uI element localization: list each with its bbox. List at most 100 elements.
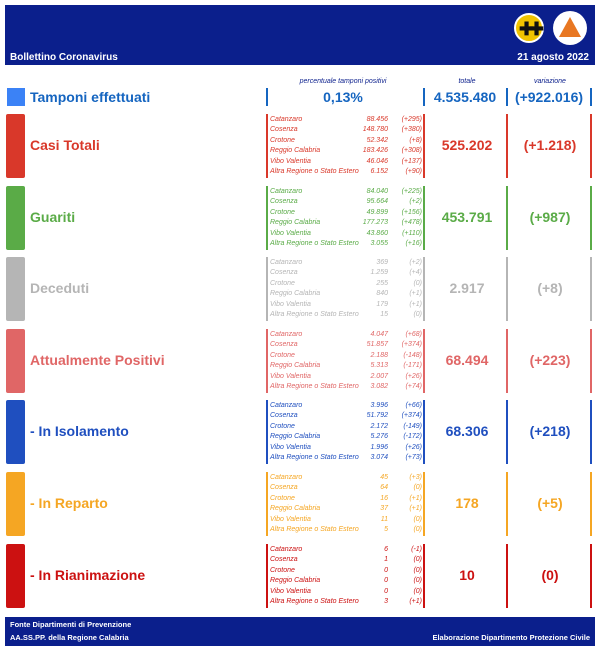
tamponi-label: Tamponi effettuati [30, 89, 151, 105]
province-delta: (0) [413, 556, 422, 564]
footer-credit: Elaborazione Dipartimento Protezione Civ… [432, 633, 590, 642]
section-color-bar [6, 329, 25, 393]
province-value: 3.996 [370, 402, 388, 409]
divider [423, 544, 425, 608]
province-name: Catanzaro [270, 116, 303, 123]
section-color-bar [6, 472, 25, 536]
province-value: 6 [384, 546, 388, 553]
province-row: Cosenza 51.792 (+374) [270, 412, 422, 422]
province-name: Cosenza [270, 556, 298, 564]
divider [423, 329, 425, 393]
province-delta: (+74) [405, 383, 422, 390]
province-value: 84.040 [366, 188, 388, 195]
province-row: Catanzaro 88.456 (+295) [270, 116, 422, 126]
province-name: Altra Regione o Stato Estero [270, 454, 359, 461]
province-row: Vibo Valentia 1.996 (+26) [270, 444, 422, 454]
province-value: 0 [384, 587, 388, 595]
province-value: 3.074 [370, 454, 388, 461]
province-row: Vibo Valentia 2.007 (+26) [270, 373, 422, 383]
province-row: Cosenza 95.664 (+2) [270, 198, 422, 208]
divider [506, 472, 508, 536]
province-name: Crotone [270, 279, 295, 287]
footer-source-line1: Fonte Dipartimenti di Prevenzione [10, 620, 132, 629]
province-row: Altra Regione o Stato Estero 3.082 (+74) [270, 383, 422, 393]
province-delta: (0) [413, 587, 422, 595]
province-delta: (+295) [401, 116, 422, 123]
section-color-bar [6, 114, 25, 178]
province-value: 369 [376, 259, 388, 266]
province-value: 64 [380, 484, 388, 492]
province-delta: (+137) [401, 157, 422, 165]
province-delta: (+4) [409, 269, 422, 277]
province-name: Vibo Valentia [270, 587, 311, 595]
province-row: Altra Regione o Stato Estero 3 (+1) [270, 598, 422, 608]
province-name: Vibo Valentia [270, 300, 311, 308]
section-label: - In Reparto [30, 495, 108, 511]
section-total: 2.917 [449, 280, 485, 296]
province-value: 15 [380, 311, 388, 318]
province-name: Catanzaro [270, 331, 303, 338]
section-label: - In Isolamento [30, 423, 129, 439]
province-value: 49.899 [366, 208, 388, 216]
province-row: Reggio Calabria 5.276 (-172) [270, 433, 422, 443]
section-color-bar [6, 544, 25, 608]
province-name: Cosenza [270, 412, 298, 420]
divider [590, 544, 592, 608]
section-total: 178 [455, 495, 479, 511]
province-delta: (+90) [405, 168, 422, 175]
section-guariti: Guariti Catanzaro 84.040 (+225) Cosenza 95.66… [0, 186, 600, 250]
province-delta: (-148) [403, 351, 422, 359]
province-delta: (+26) [405, 443, 422, 451]
province-delta: (+308) [401, 147, 422, 155]
province-row: Vibo Valentia 43.860 (+110) [270, 230, 422, 240]
divider [266, 88, 268, 106]
province-delta: (+68) [405, 331, 422, 338]
province-name: Cosenza [270, 126, 298, 134]
province-value: 51.857 [366, 341, 388, 349]
divider [266, 329, 268, 393]
province-value: 11 [380, 515, 388, 523]
section-total: 453.791 [441, 209, 493, 225]
province-name: Altra Regione o Stato Estero [270, 168, 359, 175]
province-name: Cosenza [270, 341, 298, 349]
province-row: Crotone 2.172 (-149) [270, 423, 422, 433]
province-name: Cosenza [270, 198, 298, 206]
province-name: Vibo Valentia [270, 372, 311, 380]
province-name: Altra Regione o Stato Estero [270, 598, 359, 605]
province-name: Crotone [270, 422, 295, 430]
province-value: 1.996 [370, 443, 388, 451]
section-total: 68.306 [445, 423, 489, 439]
divider [506, 186, 508, 250]
province-value: 45 [380, 474, 388, 481]
divider [506, 544, 508, 608]
province-value: 43.860 [366, 229, 388, 237]
province-name: Reggio Calabria [270, 505, 321, 513]
province-row: Crotone 52.342 (+8) [270, 137, 422, 147]
province-value: 1.259 [370, 269, 388, 277]
province-delta: (+2) [409, 259, 422, 266]
province-row: Catanzaro 84.040 (+225) [270, 188, 422, 198]
province-value: 4.047 [370, 331, 388, 338]
province-value: 2.188 [370, 351, 388, 359]
province-value: 95.664 [366, 198, 388, 206]
section-variation: (+218) [529, 423, 571, 439]
footer-bar: Fonte Dipartimenti di Prevenzione AA.SS.… [5, 617, 595, 646]
section-color-bar [6, 186, 25, 250]
province-name: Reggio Calabria [270, 290, 321, 298]
province-name: Altra Regione o Stato Estero [270, 240, 359, 247]
province-name: Altra Regione o Stato Estero [270, 526, 359, 533]
section-attualmente-positivi: Attualmente Positivi Catanzaro 4.047 (+68) C… [0, 329, 600, 393]
divider [423, 186, 425, 250]
province-name: Crotone [270, 494, 295, 502]
province-row: Reggio Calabria 183.426 (+308) [270, 147, 422, 157]
section-total: 525.202 [441, 137, 493, 153]
section-variation: (+8) [537, 280, 563, 296]
civil-protection-logo-icon [553, 11, 587, 45]
province-row: Crotone 2.188 (-148) [270, 352, 422, 362]
province-delta: (+1) [409, 598, 422, 605]
province-row: Reggio Calabria 37 (+1) [270, 505, 422, 515]
province-delta: (0) [413, 526, 422, 533]
province-name: Crotone [270, 136, 295, 144]
divider [590, 472, 592, 536]
divider [266, 400, 268, 464]
